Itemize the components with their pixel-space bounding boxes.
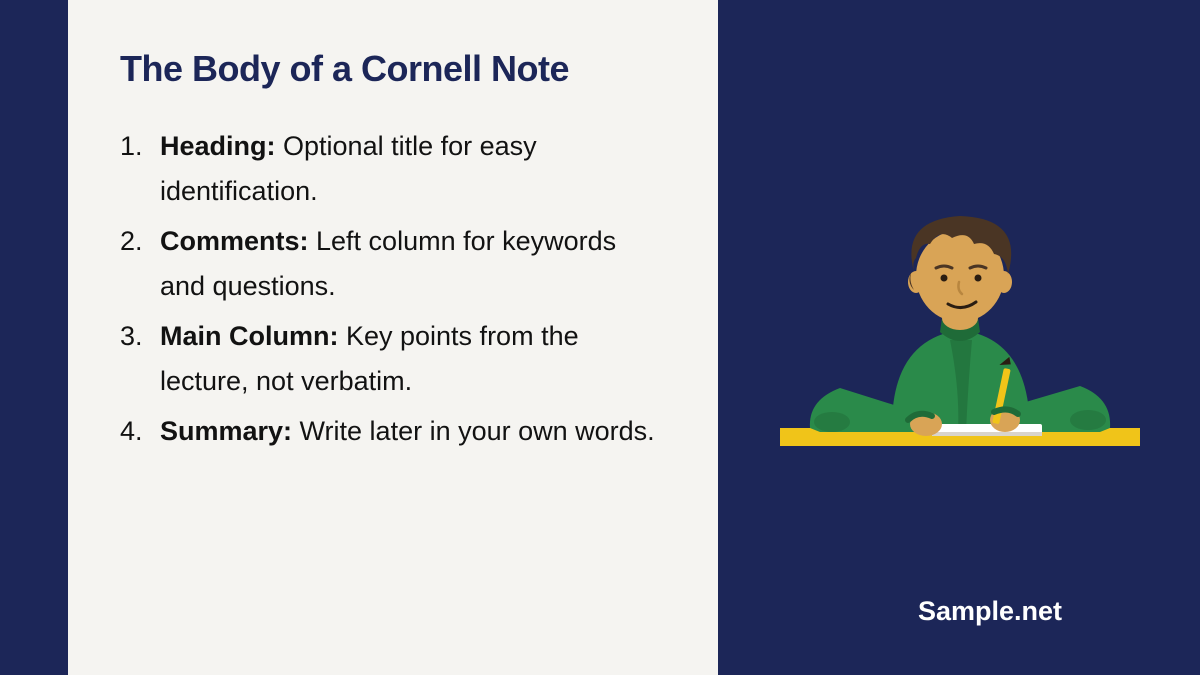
list-item: Comments: Left column for keywords and q… <box>120 219 666 308</box>
list-item: Summary: Write later in your own words. <box>120 409 666 454</box>
list-item: Main Column: Key points from the lecture… <box>120 314 666 403</box>
ordered-list: Heading: Optional title for easy identif… <box>120 124 666 454</box>
list-term: Heading: <box>160 131 276 161</box>
student-writing-illustration <box>780 210 1140 460</box>
list-desc: Write later in your own words. <box>292 416 655 446</box>
list-item: Heading: Optional title for easy identif… <box>120 124 666 213</box>
list-term: Main Column: <box>160 321 338 351</box>
list-term: Comments: <box>160 226 309 256</box>
content-card: The Body of a Cornell Note Heading: Opti… <box>68 0 718 675</box>
list-term: Summary: <box>160 416 292 446</box>
attribution-text: Sample.net <box>918 596 1062 627</box>
page-title: The Body of a Cornell Note <box>120 48 666 90</box>
